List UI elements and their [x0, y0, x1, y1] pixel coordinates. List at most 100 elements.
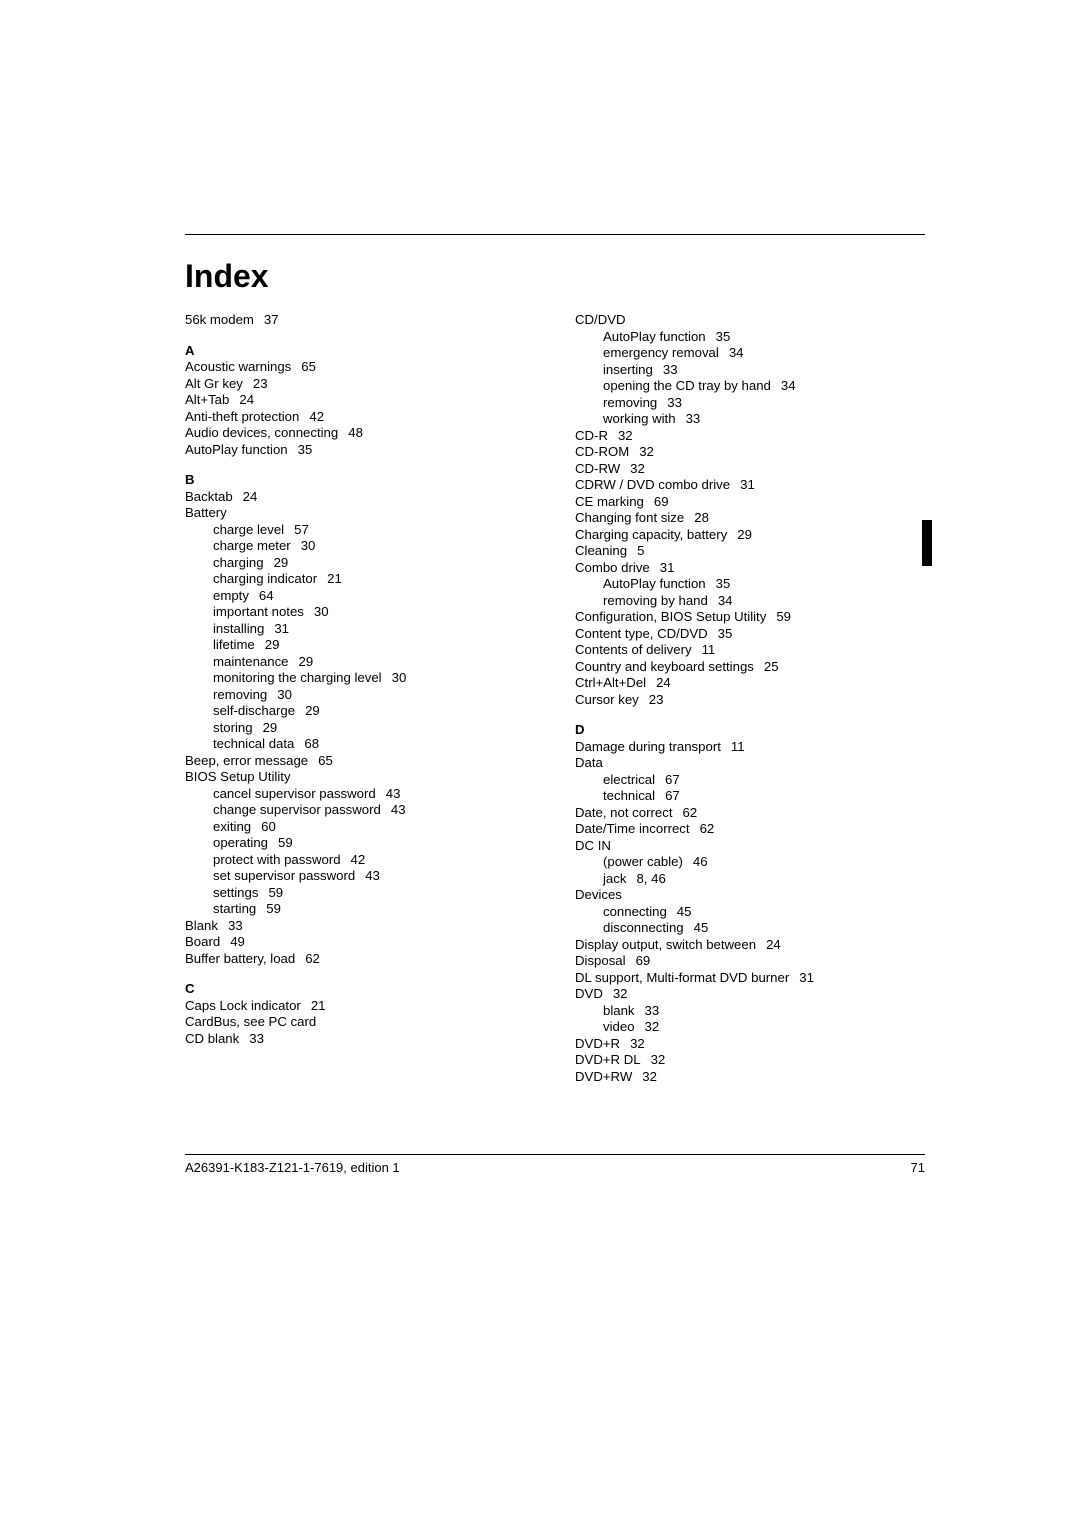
index-entry: Display output, switch between24 [575, 937, 925, 954]
index-subentry: AutoPlay function35 [575, 329, 925, 346]
column-right: CD/DVDAutoPlay function35emergency remov… [575, 312, 925, 1085]
entry-page: 30 [392, 670, 407, 685]
entry-page: 57 [294, 522, 309, 537]
index-subentry: jack8, 46 [575, 871, 925, 888]
entry-text: CD-ROM [575, 444, 629, 459]
index-entry: Beep, error message65 [185, 753, 535, 770]
page: Index 56k modem37AAcoustic warnings65Alt… [0, 0, 1080, 1528]
entry-text: charge level [213, 522, 284, 537]
entry-page: 30 [301, 538, 316, 553]
index-subentry: self-discharge29 [185, 703, 535, 720]
index-entry: Charging capacity, battery 29 [575, 527, 925, 544]
index-entry: Data [575, 755, 925, 772]
footer-right: 71 [911, 1160, 925, 1175]
letter-heading: B [185, 472, 535, 489]
entry-page: 64 [259, 588, 274, 603]
entry-text: CE marking [575, 494, 644, 509]
entry-page: 33 [667, 395, 682, 410]
entry-text: monitoring the charging level [213, 670, 382, 685]
index-subentry: blank33 [575, 1003, 925, 1020]
entry-text: Charging capacity, battery [575, 527, 727, 542]
entry-page: 62 [305, 951, 320, 966]
index-subentry: opening the CD tray by hand34 [575, 378, 925, 395]
index-entry: Content type, CD/DVD35 [575, 626, 925, 643]
entry-page: 32 [651, 1052, 666, 1067]
index-entry: Alt Gr key23 [185, 376, 535, 393]
index-subentry: change supervisor password43 [185, 802, 535, 819]
entry-text: Audio devices, connecting [185, 425, 338, 440]
entry-text: starting [213, 901, 256, 916]
entry-text: Alt+Tab [185, 392, 229, 407]
index-subentry: removing by hand 34 [575, 593, 925, 610]
index-entry: Date/Time incorrect62 [575, 821, 925, 838]
index-subentry: storing29 [185, 720, 535, 737]
entry-text: removing by hand [603, 593, 708, 608]
entry-text: working with [603, 411, 676, 426]
entry-page: 32 [639, 444, 654, 459]
entry-page: 48 [348, 425, 363, 440]
index-subentry: technical data68 [185, 736, 535, 753]
entry-page: 43 [365, 868, 380, 883]
entry-page: 31 [274, 621, 289, 636]
index-entry: Devices [575, 887, 925, 904]
index-entry: Cursor key23 [575, 692, 925, 709]
index-entry: Alt+Tab24 [185, 392, 535, 409]
entry-text: DL support, Multi-format DVD burner [575, 970, 789, 985]
entry-page: 62 [700, 821, 715, 836]
index-entry: Combo drive31 [575, 560, 925, 577]
entry-page: 59 [278, 835, 293, 850]
entry-text: Content type, CD/DVD [575, 626, 708, 641]
entry-text: Country and keyboard settings [575, 659, 754, 674]
entry-text: set supervisor password [213, 868, 355, 883]
index-subentry: working with33 [575, 411, 925, 428]
entry-text: AutoPlay function [603, 329, 706, 344]
entry-text: technical data [213, 736, 294, 751]
index-entry: Anti-theft protection42 [185, 409, 535, 426]
index-subentry: disconnecting45 [575, 920, 925, 937]
entry-page: 29 [737, 527, 752, 542]
entry-text: Changing font size [575, 510, 684, 525]
entry-page: 59 [776, 609, 791, 624]
index-entry: Blank33 [185, 918, 535, 935]
entry-text: opening the CD tray by hand [603, 378, 771, 393]
entry-text: change supervisor password [213, 802, 381, 817]
entry-text: charging [213, 555, 264, 570]
index-entry: DVD+RW32 [575, 1069, 925, 1086]
index-entry: DVD+R32 [575, 1036, 925, 1053]
index-entry: Disposal69 [575, 953, 925, 970]
index-entry: DC IN [575, 838, 925, 855]
entry-page: 23 [649, 692, 664, 707]
index-entry: Audio devices, connecting 48 [185, 425, 535, 442]
entry-text: Acoustic warnings [185, 359, 291, 374]
index-entry: Caps Lock indicator21 [185, 998, 535, 1015]
index-entry: CardBus, see PC card [185, 1014, 535, 1031]
index-subentry: settings59 [185, 885, 535, 902]
index-subentry: video32 [575, 1019, 925, 1036]
entry-text: installing [213, 621, 264, 636]
entry-page: 32 [613, 986, 628, 1001]
entry-page: 30 [314, 604, 329, 619]
entry-text: empty [213, 588, 249, 603]
entry-text: lifetime [213, 637, 255, 652]
entry-text: jack [603, 871, 626, 886]
entry-page: 29 [305, 703, 320, 718]
index-subentry: inserting33 [575, 362, 925, 379]
entry-text: Board [185, 934, 220, 949]
entry-text: Caps Lock indicator [185, 998, 301, 1013]
entry-page: 32 [645, 1019, 660, 1034]
entry-page: 34 [718, 593, 733, 608]
entry-page: 31 [799, 970, 814, 985]
entry-page: 42 [309, 409, 324, 424]
index-subentry: technical67 [575, 788, 925, 805]
entry-page: 67 [665, 788, 680, 803]
entry-page: 32 [630, 461, 645, 476]
index-subentry: monitoring the charging level 30 [185, 670, 535, 687]
entry-page: 34 [729, 345, 744, 360]
entry-text: removing [603, 395, 657, 410]
entry-text: blank [603, 1003, 635, 1018]
entry-page: 32 [642, 1069, 657, 1084]
index-subentry: emergency removal34 [575, 345, 925, 362]
entry-page: 46 [693, 854, 708, 869]
entry-text: (power cable) [603, 854, 683, 869]
index-subentry: lifetime29 [185, 637, 535, 654]
